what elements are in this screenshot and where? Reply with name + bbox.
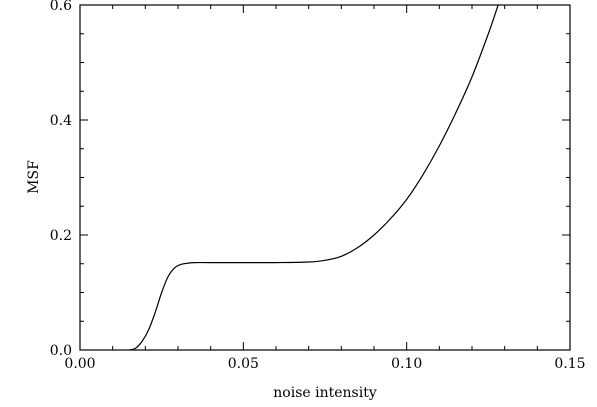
plot-frame	[79, 4, 571, 351]
x-axis-ticks	[79, 5, 571, 350]
series-line	[128, 4, 499, 351]
x-tick-label: 0.10	[391, 356, 422, 372]
series-layer	[128, 4, 499, 351]
x-axis-tick-labels: 0.00 0.05 0.10 0.15	[64, 356, 585, 372]
x-tick-label: 0.00	[64, 356, 95, 372]
y-tick-label: 0.6	[50, 0, 72, 14]
x-tick-label: 0.05	[228, 356, 259, 372]
y-tick-label: 0.2	[50, 228, 72, 244]
y-axis-tick-labels: 0.0 0.2 0.4 0.6	[50, 0, 72, 359]
x-axis-label: noise intensity	[273, 385, 377, 401]
y-tick-label: 0.4	[50, 113, 72, 129]
y-axis-label: MSF	[26, 160, 42, 194]
y-axis-ticks	[80, 4, 570, 351]
y-tick-label: 0.0	[50, 343, 72, 359]
x-tick-label: 0.15	[554, 356, 585, 372]
